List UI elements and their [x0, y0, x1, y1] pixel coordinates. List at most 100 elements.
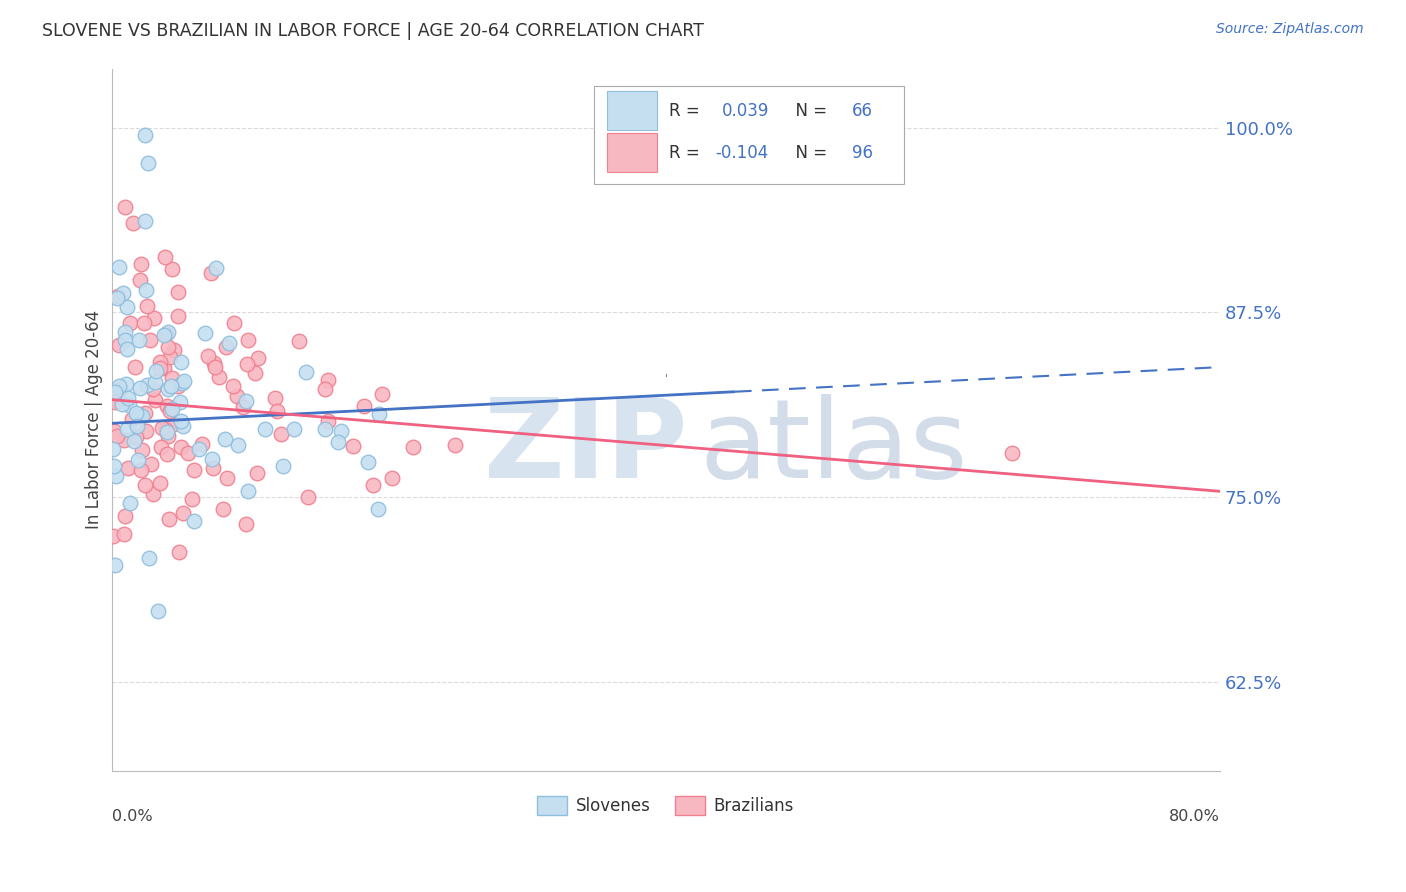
Point: [132, 316, 155, 330]
Point: [118, 496, 141, 510]
Point: [236, 357, 259, 371]
Point: [329, 424, 352, 438]
Point: [266, 403, 288, 417]
Point: [236, 483, 259, 498]
Point: [149, 475, 172, 490]
Point: [138, 550, 160, 565]
Point: [122, 216, 145, 230]
Point: [104, 384, 127, 399]
Point: [112, 286, 135, 301]
Text: SLOVENE VS BRAZILIAN IN LABOR FORCE | AGE 20-64 CORRELATION CHART: SLOVENE VS BRAZILIAN IN LABOR FORCE | AG…: [42, 22, 704, 40]
Point: [243, 366, 266, 380]
FancyBboxPatch shape: [593, 86, 904, 185]
Point: [370, 386, 392, 401]
Point: [271, 458, 294, 473]
Point: [142, 487, 165, 501]
Point: [177, 445, 200, 459]
Point: [108, 379, 131, 393]
Text: -0.104: -0.104: [716, 144, 769, 161]
Point: [150, 441, 173, 455]
Point: [114, 508, 136, 523]
Point: [212, 502, 235, 516]
Point: [150, 421, 173, 435]
Point: [201, 460, 224, 475]
Point: [149, 355, 172, 369]
Point: [138, 334, 160, 348]
Point: [115, 342, 138, 356]
Point: [183, 514, 205, 528]
Point: [117, 461, 139, 475]
Point: [201, 452, 224, 467]
Point: [125, 430, 148, 444]
Bar: [607, 91, 657, 130]
Point: [342, 439, 364, 453]
Point: [124, 434, 146, 448]
Point: [191, 437, 214, 451]
Point: [112, 527, 135, 541]
Point: [218, 336, 240, 351]
Text: 0.0%: 0.0%: [111, 809, 152, 824]
Point: [107, 260, 129, 274]
Y-axis label: In Labor Force | Age 20-64: In Labor Force | Age 20-64: [86, 310, 103, 529]
Point: [134, 406, 156, 420]
Point: [160, 262, 183, 277]
Point: [134, 128, 156, 142]
Point: [235, 394, 257, 409]
Point: [208, 370, 231, 384]
Point: [105, 469, 128, 483]
Point: [163, 343, 186, 357]
Text: atlas: atlas: [699, 394, 967, 501]
Point: [101, 529, 124, 543]
Point: [156, 425, 179, 440]
Point: [114, 333, 136, 347]
Point: [194, 326, 217, 340]
Point: [214, 432, 236, 446]
Point: [104, 558, 127, 572]
Point: [103, 458, 125, 473]
Point: [163, 417, 186, 432]
Point: [114, 201, 136, 215]
Point: [105, 429, 128, 443]
Point: [160, 401, 183, 416]
Text: R =: R =: [669, 102, 704, 120]
Text: R =: R =: [669, 144, 704, 161]
Point: [117, 398, 139, 412]
Legend: Slovenes, Brazilians: Slovenes, Brazilians: [530, 789, 801, 822]
Point: [170, 376, 193, 391]
Point: [114, 325, 136, 339]
Point: [129, 463, 152, 477]
Point: [167, 309, 190, 323]
Point: [367, 407, 389, 421]
Bar: [607, 134, 657, 172]
Point: [246, 466, 269, 480]
Point: [145, 363, 167, 377]
Point: [124, 360, 146, 375]
Point: [128, 334, 150, 348]
Point: [232, 400, 254, 414]
Point: [172, 418, 194, 433]
Point: [157, 429, 180, 443]
Point: [139, 457, 162, 471]
Point: [105, 291, 128, 305]
Point: [107, 289, 129, 303]
Point: [367, 501, 389, 516]
Point: [200, 266, 222, 280]
Point: [295, 365, 318, 379]
Point: [217, 471, 239, 485]
Point: [167, 285, 190, 299]
Point: [152, 328, 174, 343]
Point: [183, 463, 205, 477]
Point: [155, 326, 177, 341]
Point: [125, 406, 148, 420]
Point: [270, 426, 292, 441]
Point: [103, 442, 125, 456]
Point: [107, 338, 129, 352]
Point: [153, 251, 176, 265]
Point: [159, 404, 181, 418]
Point: [197, 349, 219, 363]
Point: [316, 373, 339, 387]
Point: [170, 441, 193, 455]
Point: [149, 361, 172, 376]
Point: [202, 356, 225, 370]
Point: [170, 355, 193, 369]
